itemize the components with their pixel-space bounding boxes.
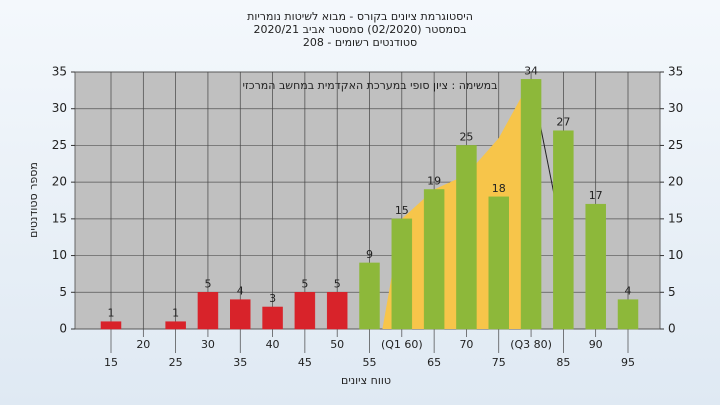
y-tick-label: 25 (52, 138, 67, 152)
bar (326, 292, 348, 330)
bar (294, 292, 316, 330)
y-tick-label: 20 (52, 175, 67, 189)
x-tick-label: 30 (201, 338, 215, 351)
value-label: 18 (492, 182, 506, 195)
y-tick-label: 10 (52, 248, 67, 262)
value-label: 19 (427, 174, 441, 187)
y2-tick-label: 0 (668, 322, 676, 336)
value-label: 9 (366, 248, 373, 261)
x-tick-label: 25 (169, 356, 183, 369)
x-tick-label: 70 (459, 338, 473, 351)
y-tick-label: 30 (52, 101, 67, 115)
value-label: 4 (625, 285, 632, 298)
x-tick-label: 65 (427, 356, 441, 369)
x-tick-label: 35 (233, 356, 247, 369)
bar (262, 306, 283, 330)
x-tick-label: (Q3 80) (510, 338, 552, 351)
y2-tick-label: 30 (668, 101, 683, 115)
value-label: 4 (237, 285, 244, 298)
x-tick-label: 95 (621, 356, 635, 369)
value-label: 5 (334, 277, 341, 290)
bar (456, 145, 477, 330)
bar (100, 321, 122, 330)
y-axis-label: מספר סטודנטים (27, 162, 40, 238)
bar (585, 203, 606, 330)
value-label: 5 (301, 277, 308, 290)
bar (617, 299, 639, 330)
y-tick-label: 0 (59, 322, 67, 336)
x-tick-label: 55 (363, 356, 377, 369)
x-tick-label: 20 (136, 338, 150, 351)
x-tick-label: 90 (589, 338, 603, 351)
y2-tick-label: 35 (668, 65, 683, 79)
value-label: 1 (172, 307, 179, 320)
x-tick-label: 75 (492, 356, 506, 369)
x-tick-label: (Q1 60) (381, 338, 423, 351)
chart-subtitle: סטודנטים רשומים - 208 (303, 36, 417, 49)
bar (359, 262, 380, 330)
x-tick-label: 40 (266, 338, 280, 351)
y-tick-label: 5 (59, 285, 67, 299)
x-tick-label: 85 (556, 356, 570, 369)
y2-tick-label: 5 (668, 285, 676, 299)
x-axis-label: טווח ציונים (341, 374, 391, 387)
annotation: במשימה : ציון סופי במערכת האקדמית במחשב … (243, 79, 498, 92)
y2-tick-label: 10 (668, 248, 683, 262)
bar (197, 292, 219, 330)
value-label: 25 (459, 130, 473, 143)
bar (423, 189, 445, 330)
y2-tick-label: 20 (668, 175, 683, 189)
y-tick-label: 35 (52, 65, 67, 79)
bar (165, 321, 186, 330)
bar (553, 130, 574, 330)
bar (391, 218, 413, 330)
bar (520, 79, 542, 330)
bar (488, 196, 509, 330)
y-tick-label: 15 (52, 211, 67, 225)
value-label: 34 (524, 64, 538, 77)
chart-subtitle: בסמסטר (02/2020) סמסטר אביב 2020/21 (253, 23, 466, 36)
chart-title: היסטוגרמת ציונים בקורס - מבוא לשיטות נומ… (247, 10, 473, 23)
value-label: 15 (395, 204, 409, 217)
value-label: 17 (589, 189, 603, 202)
y2-tick-label: 15 (668, 211, 683, 225)
value-label: 3 (269, 292, 276, 305)
value-label: 5 (204, 277, 211, 290)
x-tick-label: 45 (298, 356, 312, 369)
y2-tick-label: 25 (668, 138, 683, 152)
value-label: 27 (556, 116, 570, 129)
value-label: 1 (108, 307, 115, 320)
x-tick-label: 50 (330, 338, 344, 351)
x-tick-label: 15 (104, 356, 118, 369)
bar (230, 299, 251, 330)
